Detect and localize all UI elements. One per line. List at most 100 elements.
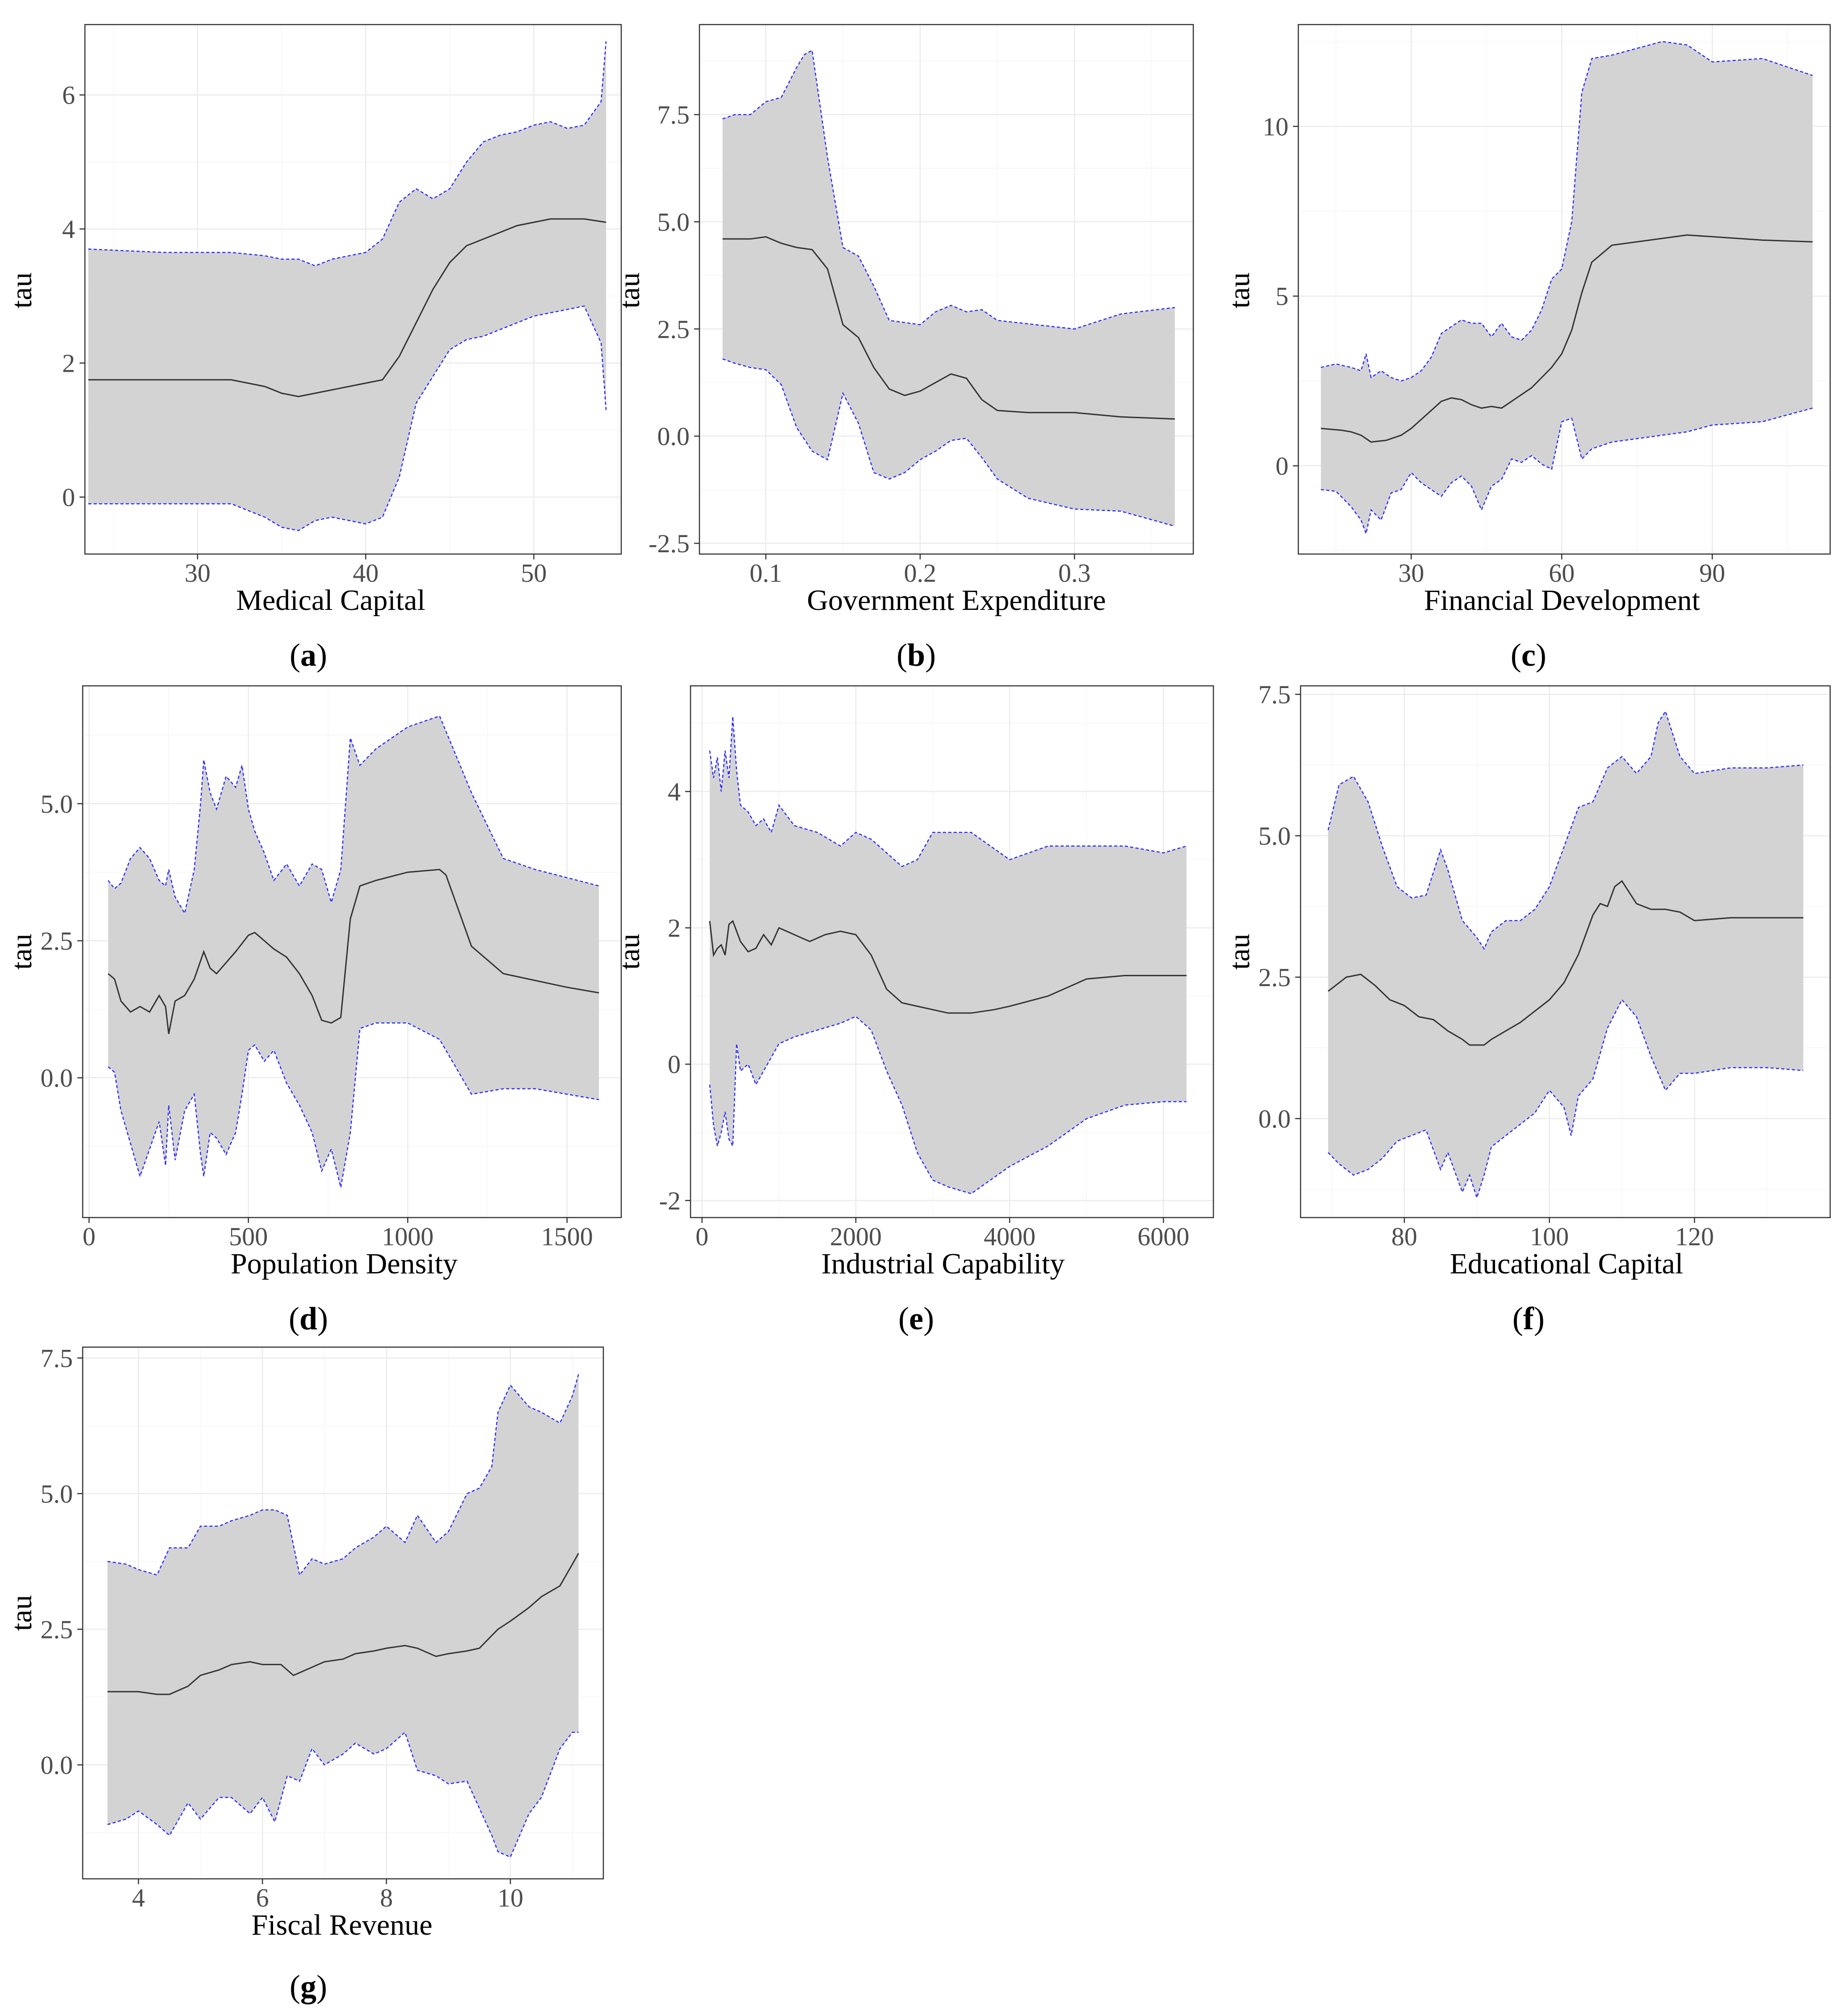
- panel-d-x-tick-label-0: 0: [83, 1222, 96, 1251]
- panel-f-ylabel: tau: [1223, 934, 1256, 970]
- panel-c-x-tick-label-2: 90: [1699, 559, 1725, 588]
- panel-a-upper-bound-line: [88, 41, 607, 267]
- panel-b-xlabel: Government Expenditure: [807, 584, 1106, 617]
- panel-c-estimate-line: [1321, 234, 1813, 443]
- panel-e-ylabel: tau: [613, 934, 646, 970]
- panel-c-upper-bound-line: [1321, 41, 1813, 382]
- panel-c-caption: (c): [1511, 637, 1546, 673]
- panel-a-y-tick-label-0: 0: [62, 483, 75, 512]
- panel-b-y-tick-label-2: 2.5: [657, 315, 690, 344]
- panel-f-y-tick-label-0: 0.0: [1259, 1104, 1291, 1133]
- panel-g-y-tick-label-2: 5.0: [41, 1479, 73, 1508]
- panel-g-x-tick-label-2: 8: [380, 1883, 393, 1912]
- panel-e-lower-bound-line: [709, 1016, 1187, 1194]
- panel-c: 30 60 90 0 5 10 Financial Development tau (c): [1223, 24, 1831, 673]
- panel-a-estimate-line: [88, 218, 606, 398]
- panel-d: 0 500 1000 1500 0.0 2.5 5.0 Population Density…: [5, 685, 622, 1336]
- panel-f-series-group: [1327, 710, 1803, 1200]
- panel-e-x-tick-label-1: 2000: [830, 1222, 882, 1251]
- panel-g: 4 6 8 10 0.0 2.5 5.0 7.5 Fiscal Revenue tau (g): [5, 1344, 604, 2004]
- panel-a-x-tick-label-0: 30: [185, 559, 211, 588]
- panel-d-caption: (d): [289, 1301, 328, 1336]
- panel-f-x-tick-label-0: 80: [1391, 1222, 1417, 1251]
- panel-e-y-tick-label-3: 4: [668, 777, 681, 806]
- panel-a-y-tick-label-2: 4: [62, 215, 75, 244]
- panel-c-y-tick-label-1: 5: [1276, 282, 1288, 311]
- panel-e-xlabel: Industrial Capability: [821, 1247, 1065, 1280]
- panel-b-confidence-band: [722, 50, 1175, 526]
- panel-d-y-tick-label-2: 5.0: [41, 790, 73, 819]
- panel-g-y-tick-label-1: 2.5: [41, 1615, 73, 1644]
- panel-g-plot-area: 4 6 8 10 0.0 2.5 5.0 7.5: [41, 1344, 604, 1912]
- panel-d-lower-bound-line: [108, 1022, 599, 1188]
- panel-b-estimate-line: [722, 236, 1175, 420]
- panel-c-confidence-band: [1321, 42, 1813, 534]
- panel-g-x-tick-label-0: 4: [132, 1883, 145, 1912]
- panel-b-y-tick-label-3: 5.0: [657, 207, 690, 236]
- panel-e-series-group: [709, 716, 1187, 1194]
- panel-d-series-group: [108, 715, 599, 1188]
- panel-f-plot-area: 80 100 120 0.0 2.5 5.0 7.5: [1259, 680, 1831, 1251]
- panel-e: 0 2000 4000 6000 -2 0 2 4 Industrial Capability…: [613, 685, 1214, 1336]
- panel-g-y-tick-label-0: 0.0: [41, 1751, 73, 1780]
- panel-a-border: [84, 24, 622, 555]
- panel-b-plot-area: 0.1 0.2 0.3 -2.5 0.0 2.5 5.0 7.5: [648, 24, 1194, 588]
- panel-g-border: [82, 1346, 604, 1880]
- panel-f-xlabel: Educational Capital: [1450, 1247, 1683, 1280]
- panel-d-y-tick-label-1: 2.5: [41, 926, 73, 955]
- panel-b-x-tick-label-1: 0.2: [904, 559, 937, 588]
- panel-g-xlabel: Fiscal Revenue: [251, 1909, 432, 1941]
- panel-c-lower-bound-line: [1321, 407, 1813, 536]
- panel-g-estimate-line: [107, 1553, 579, 1695]
- panel-e-estimate-line: [709, 920, 1187, 1014]
- panel-g-upper-bound-line: [107, 1374, 579, 1576]
- panel-e-plot-area: 0 2000 4000 6000 -2 0 2 4: [659, 685, 1214, 1251]
- panel-c-y-tick-label-2: 10: [1263, 112, 1288, 141]
- panel-a-x-tick-label-2: 50: [521, 559, 547, 588]
- panel-f-caption: (f): [1512, 1301, 1545, 1336]
- panel-f-y-tick-label-2: 5.0: [1259, 821, 1291, 850]
- panel-a-plot-area: 30 40 50 0 2 4 6: [62, 24, 622, 588]
- panel-e-upper-bound-line: [709, 716, 1187, 867]
- panel-a-series-group: [88, 41, 607, 531]
- panel-b: 0.1 0.2 0.3 -2.5 0.0 2.5 5.0 7.5 Government Exp…: [613, 24, 1194, 673]
- panel-a-xlabel: Medical Capital: [236, 584, 425, 617]
- panel-f-y-tick-label-1: 2.5: [1259, 963, 1291, 992]
- panel-f-border: [1300, 685, 1831, 1218]
- panel-a: 30 40 50 0 2 4 6 Medical Capital tau (a): [5, 24, 622, 673]
- panel-g-y-tick-label-3: 7.5: [41, 1344, 73, 1373]
- panel-a-lower-bound-line: [88, 305, 607, 531]
- panel-e-caption: (e): [898, 1301, 934, 1336]
- panel-f: 80 100 120 0.0 2.5 5.0 7.5 Educational Capital…: [1223, 680, 1831, 1336]
- panel-c-y-tick-label-0: 0: [1276, 452, 1288, 481]
- panel-e-x-tick-label-3: 6000: [1137, 1222, 1189, 1251]
- panel-b-series-group: [722, 49, 1175, 527]
- panel-d-ylabel: tau: [5, 934, 38, 970]
- panel-d-x-tick-label-3: 1500: [541, 1222, 593, 1251]
- panel-d-confidence-band: [108, 716, 599, 1188]
- panel-f-confidence-band: [1328, 711, 1803, 1198]
- panel-c-plot-area: 30 60 90 0 5 10: [1263, 24, 1831, 588]
- panel-b-upper-bound-line: [722, 49, 1175, 330]
- panel-g-confidence-band: [107, 1374, 579, 1857]
- panel-a-y-tick-label-3: 6: [62, 81, 75, 110]
- panel-b-y-tick-label-1: 0.0: [657, 422, 690, 451]
- panel-a-ylabel: tau: [5, 273, 38, 309]
- panel-g-x-tick-label-1: 6: [256, 1883, 269, 1912]
- panel-g-x-tick-label-3: 10: [497, 1883, 523, 1912]
- panel-d-estimate-line: [108, 869, 599, 1034]
- panel-g-series-group: [107, 1374, 579, 1858]
- panel-d-border: [82, 685, 622, 1218]
- panel-f-x-tick-label-2: 120: [1675, 1222, 1714, 1251]
- panel-f-upper-bound-line: [1327, 710, 1803, 950]
- panel-c-x-tick-label-1: 60: [1549, 559, 1575, 588]
- panel-e-y-tick-label-1: 0: [668, 1050, 681, 1079]
- panel-b-ylabel: tau: [613, 273, 646, 309]
- panel-c-x-tick-label-0: 30: [1398, 559, 1424, 588]
- panel-a-caption: (a): [290, 637, 327, 673]
- panel-d-plot-area: 0 500 1000 1500 0.0 2.5 5.0: [41, 685, 622, 1251]
- panel-a-confidence-band: [88, 41, 606, 531]
- panel-f-x-tick-label-1: 100: [1530, 1222, 1569, 1251]
- panel-b-x-tick-label-2: 0.3: [1058, 559, 1091, 588]
